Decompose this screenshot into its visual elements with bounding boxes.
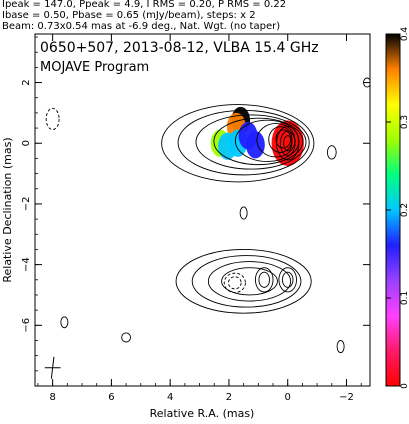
colorbar-tick-label: 0.1 bbox=[400, 291, 409, 305]
colorbar-tick-label: 0.2 bbox=[400, 203, 409, 217]
x-tick-label: 2 bbox=[226, 392, 232, 403]
x-tick-label: 8 bbox=[49, 392, 55, 403]
y-axis-label: Relative Declination (mas) bbox=[1, 137, 14, 282]
x-tick-label: 6 bbox=[108, 392, 114, 403]
jet-knot-contour bbox=[258, 271, 270, 288]
noise-contour bbox=[239, 206, 248, 220]
jet-knot-contour bbox=[278, 267, 297, 293]
colorbar-ticks: 0 0.1 0.2 0.3 0.4 bbox=[386, 27, 409, 389]
pol-contour bbox=[228, 276, 242, 290]
pol-patch bbox=[245, 131, 265, 159]
y-tick-label: −4 bbox=[21, 257, 32, 272]
core-contour bbox=[279, 130, 296, 156]
x-tick-label: −2 bbox=[339, 392, 354, 403]
y-tick-label: −6 bbox=[21, 318, 32, 333]
colorbar-tick-label: 0.3 bbox=[400, 115, 409, 129]
chart-title: 0650+507, 2013-08-12, VLBA 15.4 GHz bbox=[40, 40, 319, 56]
x-axis-label: Relative R.A. (mas) bbox=[150, 407, 255, 420]
y-tick-label: −2 bbox=[21, 197, 32, 212]
header-line-peak: Ipeak = 147.0, Ppeak = 4.9, I RMS = 0.20… bbox=[2, 0, 287, 10]
noise-contour bbox=[336, 340, 345, 354]
noise-contour bbox=[326, 145, 337, 160]
jet-contour bbox=[191, 255, 302, 308]
chart-subtitle: MOJAVE Program bbox=[40, 60, 149, 75]
header-line-base: Ibase = 0.50, Pbase = 0.65 (mJy/beam), s… bbox=[2, 10, 256, 21]
tick-layer: 8 6 4 2 0 −2 2 0 −2 −4 −6 bbox=[21, 34, 370, 403]
intensity-contour bbox=[213, 117, 304, 166]
jet-knot-contour bbox=[281, 271, 294, 288]
jet-knot-contour bbox=[254, 267, 274, 293]
jet-contour bbox=[175, 248, 312, 314]
intensity-contour bbox=[195, 114, 307, 170]
y-tick-label: 0 bbox=[21, 140, 32, 146]
x-tick-label: 4 bbox=[167, 392, 173, 403]
header-line-beam: Beam: 0.73x0.54 mas at -6.9 deg., Nat. W… bbox=[2, 21, 281, 32]
plot-frame bbox=[34, 33, 371, 387]
noise-contour bbox=[45, 107, 60, 131]
colorbar-tick-label: 0.4 bbox=[400, 27, 409, 42]
beam-major-axis bbox=[50, 356, 55, 379]
x-tick-label: 0 bbox=[285, 392, 291, 403]
jet-contour bbox=[221, 267, 278, 296]
jet-contour bbox=[207, 261, 292, 302]
core-contour bbox=[283, 135, 293, 152]
contour-layer bbox=[44, 77, 370, 379]
intensity-contour bbox=[268, 126, 293, 153]
intensity-contour bbox=[161, 104, 315, 183]
noise-contour bbox=[121, 332, 131, 343]
core-contour bbox=[276, 126, 300, 161]
colorbar-tick-label: 0 bbox=[400, 383, 409, 389]
intensity-contour bbox=[177, 109, 310, 176]
pol-contour bbox=[223, 272, 246, 293]
noise-contour bbox=[60, 316, 69, 329]
y-tick-label: 2 bbox=[21, 79, 32, 85]
